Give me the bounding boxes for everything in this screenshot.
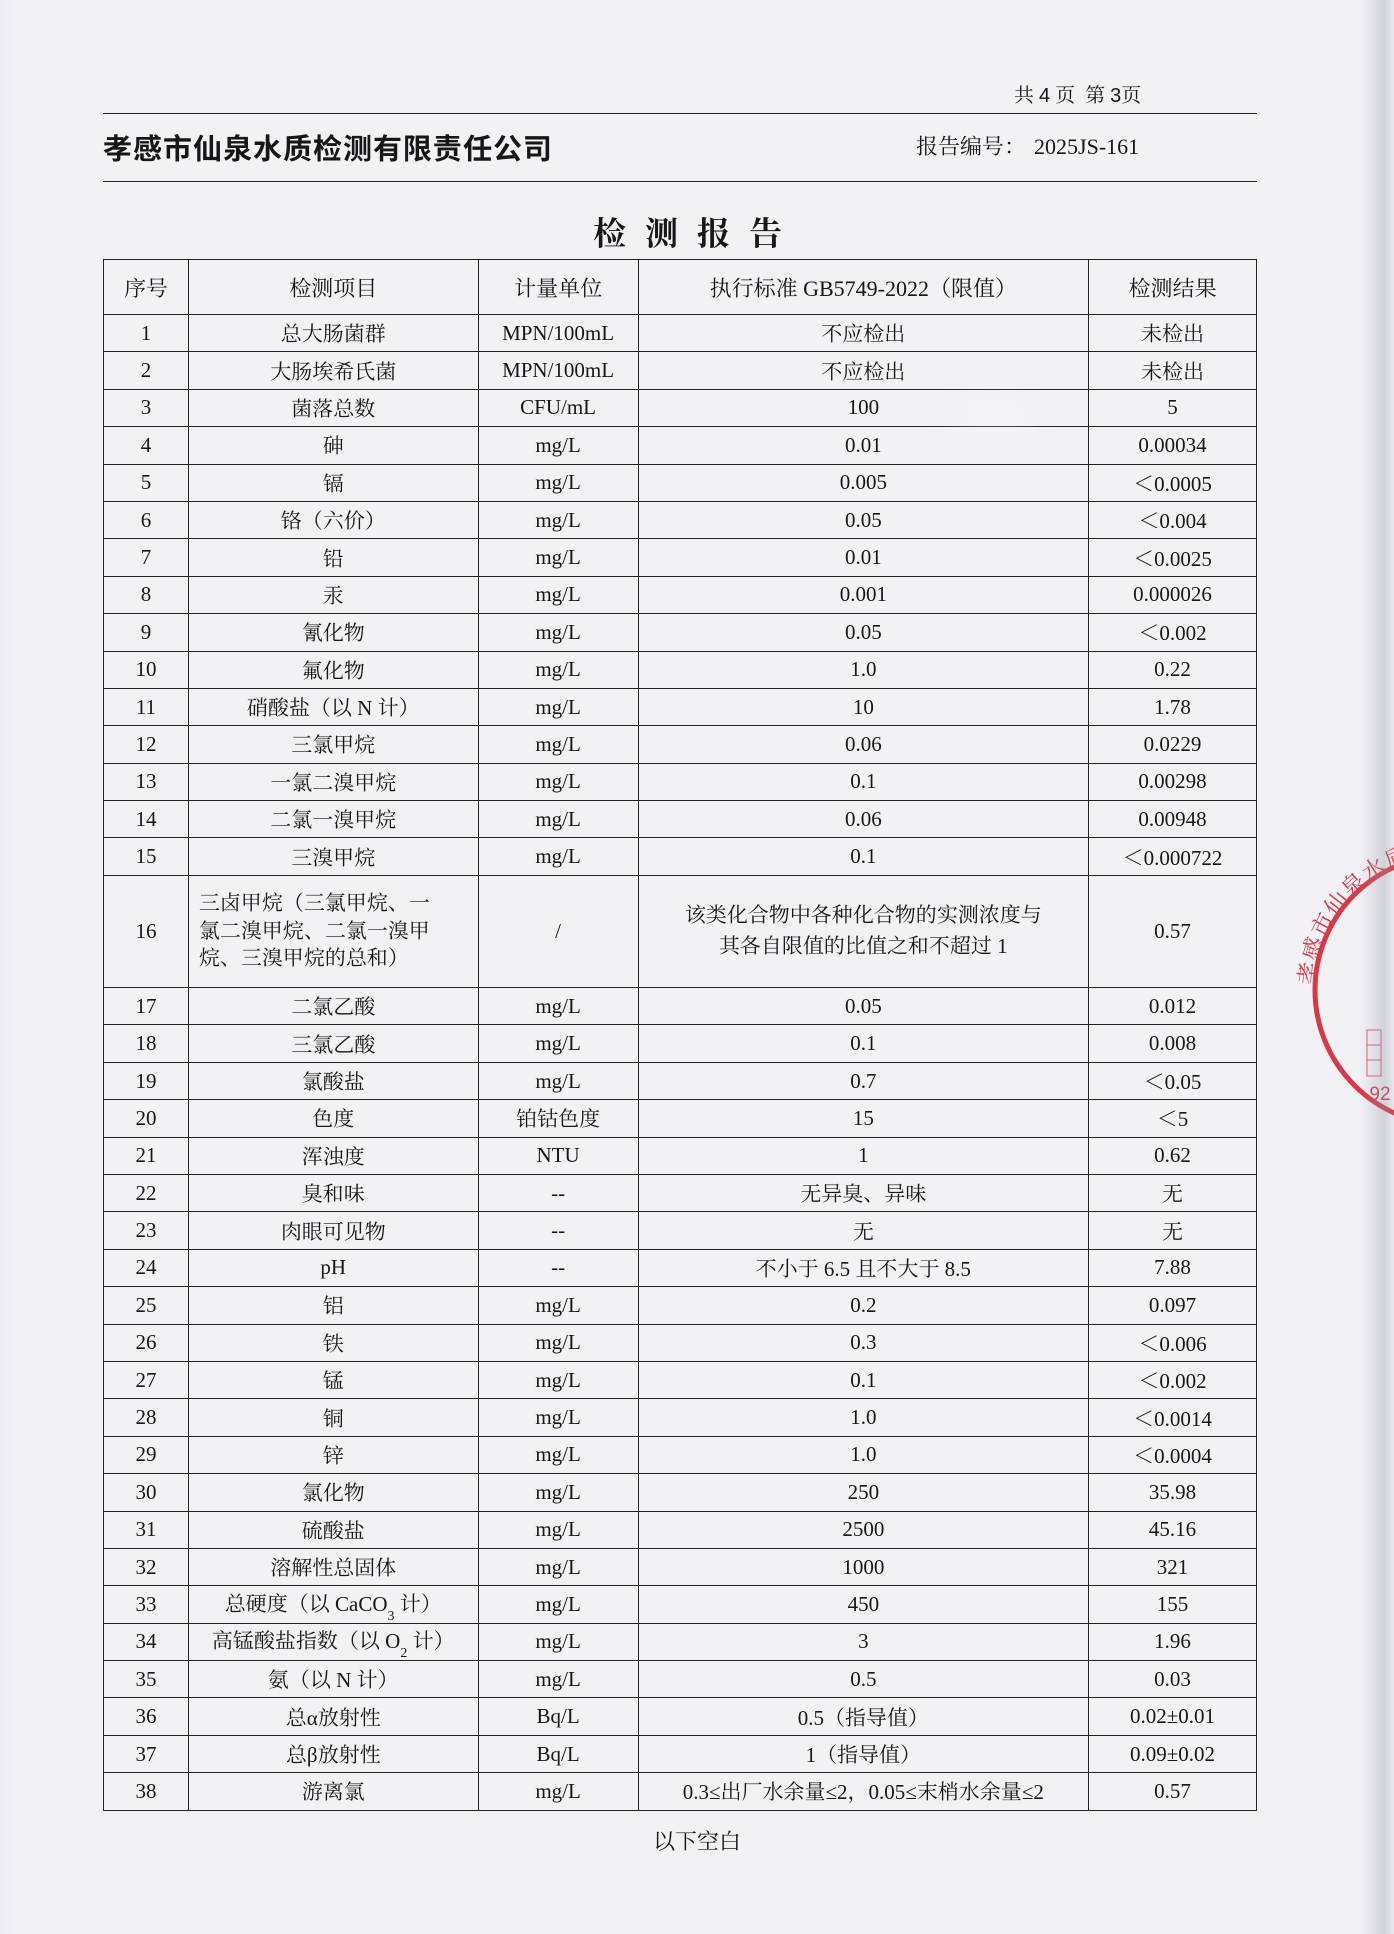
svg-text:92: 92	[1369, 1084, 1390, 1105]
svg-text:孝感市仙泉水质检测有限责任公司: 孝感市仙泉水质检测有限责任公司	[1295, 835, 1394, 987]
